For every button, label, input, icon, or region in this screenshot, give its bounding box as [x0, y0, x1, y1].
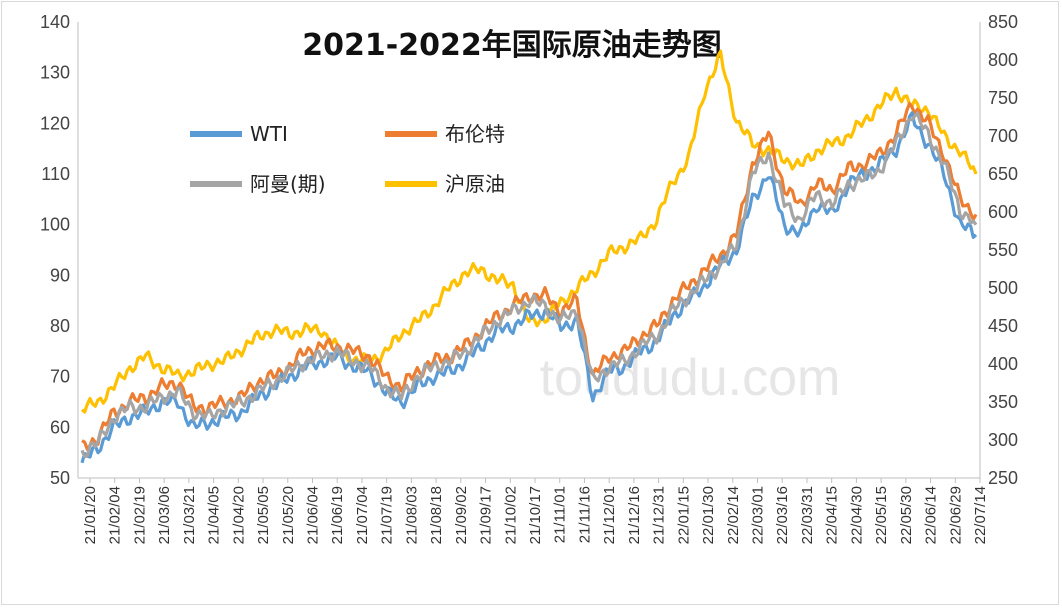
x-tick-label: 21/11/01	[552, 486, 569, 543]
x-tick-label: 22/01/30	[700, 486, 717, 544]
left-tick-label: 140	[40, 12, 70, 32]
legend-label: 沪原油	[445, 172, 505, 196]
right-tick-label: 550	[988, 240, 1018, 260]
x-tick-label: 21/06/19	[329, 486, 346, 544]
x-tick-label: 21/07/19	[379, 486, 396, 544]
x-tick-label: 21/07/04	[354, 486, 371, 544]
right-tick-label: 250	[988, 468, 1018, 488]
axes: 50 60 70 80 90 100 110 120 130 140 250 300 350 400 450…	[40, 12, 1018, 544]
left-tick-label: 60	[50, 417, 70, 437]
right-tick-label: 650	[988, 164, 1018, 184]
x-tick-label: 21/02/19	[131, 486, 148, 544]
right-tick-label: 350	[988, 392, 1018, 412]
x-tick-label: 22/03/01	[750, 486, 767, 544]
left-tick-label: 80	[50, 316, 70, 336]
right-tick-label: 500	[988, 278, 1018, 298]
x-tick-label: 22/03/16	[774, 486, 791, 544]
legend-label: 布伦特	[445, 122, 505, 146]
x-tick-label: 21/03/06	[156, 486, 173, 544]
x-tick-label: 21/04/20	[230, 486, 247, 544]
x-tick-label: 22/02/14	[725, 486, 742, 544]
x-tick-label: 22/06/29	[947, 486, 964, 544]
left-tick-label: 90	[50, 265, 70, 285]
x-tick-label: 21/08/03	[403, 486, 420, 544]
left-tick-label: 70	[50, 367, 70, 387]
right-tick-label: 600	[988, 202, 1018, 222]
series-line-1	[81, 102, 978, 451]
left-tick-label: 110	[41, 164, 70, 184]
left-tick-label: 120	[40, 113, 70, 133]
series-line-3	[80, 49, 978, 414]
series-layer	[80, 49, 978, 464]
x-tick-label: 22/07/14	[972, 486, 989, 544]
x-tick-label: 22/04/30	[848, 486, 865, 544]
right-tick-label: 300	[988, 430, 1018, 450]
legend-label: 阿曼(期)	[250, 172, 326, 196]
left-tick-label: 50	[50, 468, 70, 488]
right-tick-label: 400	[988, 354, 1018, 374]
x-tick-label: 21/06/04	[305, 486, 322, 544]
x-tick-label: 21/01/20	[82, 486, 99, 544]
left-tick-label: 130	[40, 63, 70, 83]
chart-title: 2021-2022年国际原油走势图	[302, 28, 721, 63]
x-tick-label: 22/01/15	[675, 486, 692, 544]
x-tick-label: 21/09/17	[478, 486, 495, 544]
x-tick-label: 22/05/30	[898, 486, 915, 544]
x-tick-label: 21/02/04	[107, 486, 124, 544]
x-tick-label: 21/04/05	[206, 486, 223, 544]
x-tick-label: 21/12/16	[626, 486, 643, 544]
x-tick-label: 21/05/20	[280, 486, 297, 544]
x-tick-label: 21/03/21	[181, 486, 198, 544]
x-tick-label: 22/03/31	[799, 486, 816, 544]
x-tick-label: 21/12/31	[651, 486, 668, 544]
right-tick-label: 800	[988, 50, 1018, 70]
x-tick-label: 21/10/17	[527, 486, 544, 544]
right-tick-label: 750	[988, 88, 1018, 108]
x-tick-label: 22/04/15	[824, 486, 841, 544]
x-tick-label: 21/09/02	[453, 486, 470, 544]
x-tick-label: 21/11/16	[576, 486, 593, 543]
x-tick-label: 21/12/01	[601, 486, 618, 544]
left-tick-label: 100	[40, 215, 70, 235]
x-tick-label: 21/05/05	[255, 486, 272, 544]
x-tick-label: 22/05/15	[873, 486, 890, 544]
right-tick-label: 850	[988, 12, 1018, 32]
x-tick-label: 21/08/18	[428, 486, 445, 544]
series-line-2	[80, 111, 978, 459]
x-tick-label: 21/10/02	[502, 486, 519, 544]
x-tick-label: 22/06/14	[923, 486, 940, 544]
right-tick-label: 700	[988, 126, 1018, 146]
right-tick-label: 450	[988, 316, 1018, 336]
legend-label: WTI	[250, 122, 288, 146]
series-line-0	[80, 111, 978, 464]
